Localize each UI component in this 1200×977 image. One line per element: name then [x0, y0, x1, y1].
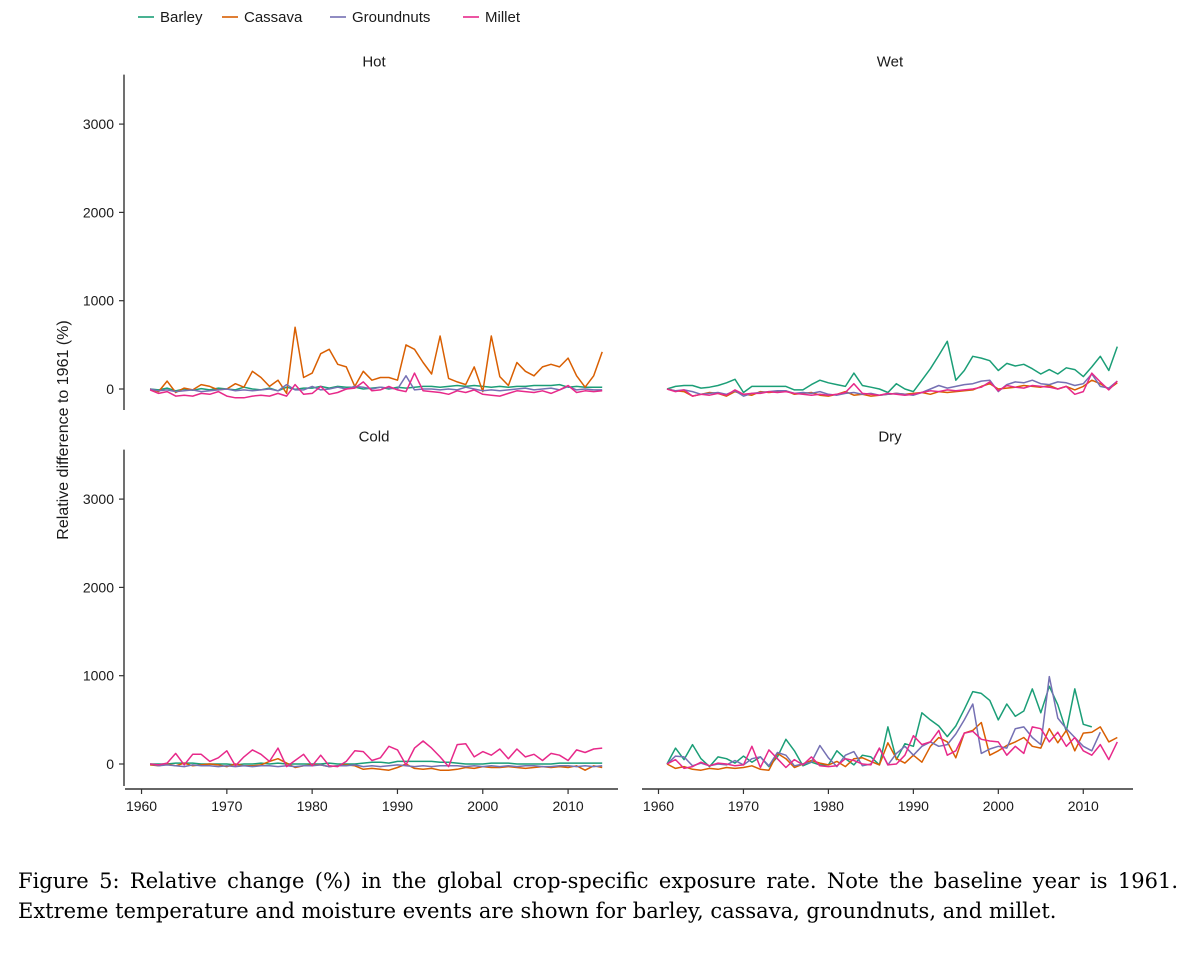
panel-title-cold: Cold	[359, 429, 390, 446]
series-line-wet-millet	[666, 372, 1118, 397]
y-tick-label: 0	[106, 756, 114, 772]
series-line-hot-cassava	[149, 326, 603, 395]
x-tick-label: 2000	[983, 798, 1014, 814]
y-axis-title: Relative difference to 1961 (%)	[55, 320, 72, 539]
x-tick-label: 2010	[553, 798, 584, 814]
y-tick-label: 1000	[83, 293, 114, 309]
series-line-hot-groundnuts	[149, 375, 603, 393]
x-tick-label: 1970	[728, 798, 759, 814]
x-tick-label: 1990	[382, 798, 413, 814]
series-line-dry-barley	[666, 685, 1093, 768]
x-tick-label: 1970	[211, 798, 242, 814]
panel-hot: Hot 0 1000 2000 3000	[83, 54, 603, 410]
series-line-cold-millet	[150, 740, 603, 768]
y-tick-label: 3000	[83, 116, 114, 132]
series-line-wet-barley	[666, 340, 1119, 394]
series-line-dry-millet	[666, 726, 1118, 770]
x-tick-label: 1980	[297, 798, 328, 814]
panel-title-wet: Wet	[877, 54, 904, 71]
legend-label-groundnuts: Groundnuts	[352, 9, 430, 26]
x-tick-label: 2000	[467, 798, 498, 814]
series-line-wet-groundnuts	[666, 373, 1118, 397]
series-line-dry-cassava	[666, 721, 1118, 771]
x-tick-label: 1960	[126, 798, 157, 814]
legend-label-millet: Millet	[485, 9, 521, 26]
panel-cold: Cold 0 1000 2000 3000 1960 1970 1980 1990 2000 201…	[83, 429, 618, 814]
panel-dry: Dry 1960 1970 1980 1990 2000 2010	[642, 429, 1133, 814]
x-tick-label: 1980	[813, 798, 844, 814]
y-tick-label: 2000	[83, 204, 114, 220]
series-line-cold-barley	[150, 760, 603, 766]
panel-title-dry: Dry	[878, 429, 902, 446]
chart-legend: Barley Cassava Groundnuts Millet	[138, 9, 521, 26]
y-tick-label: 2000	[83, 579, 114, 595]
faceted-line-chart: Barley Cassava Groundnuts Millet Relative d…	[55, 9, 1133, 814]
figure-caption: Figure 5: Relative change (%) in the glo…	[18, 869, 1178, 923]
series-line-hot-millet	[149, 372, 603, 399]
series-line-cold-groundnuts	[149, 763, 603, 768]
legend-label-cassava: Cassava	[244, 9, 303, 26]
x-tick-label: 2010	[1068, 798, 1099, 814]
x-tick-label: 1990	[898, 798, 929, 814]
y-tick-label: 1000	[83, 668, 114, 684]
panel-wet: Wet	[666, 54, 1119, 397]
panel-grid: Hot 0 1000 2000 3000 Wet Cold 0 1000 2000 3000 1960…	[83, 54, 1133, 814]
y-tick-label: 0	[106, 381, 114, 397]
x-tick-label: 1960	[643, 798, 674, 814]
panel-title-hot: Hot	[362, 54, 386, 71]
y-tick-label: 3000	[83, 491, 114, 507]
legend-label-barley: Barley	[160, 9, 203, 26]
